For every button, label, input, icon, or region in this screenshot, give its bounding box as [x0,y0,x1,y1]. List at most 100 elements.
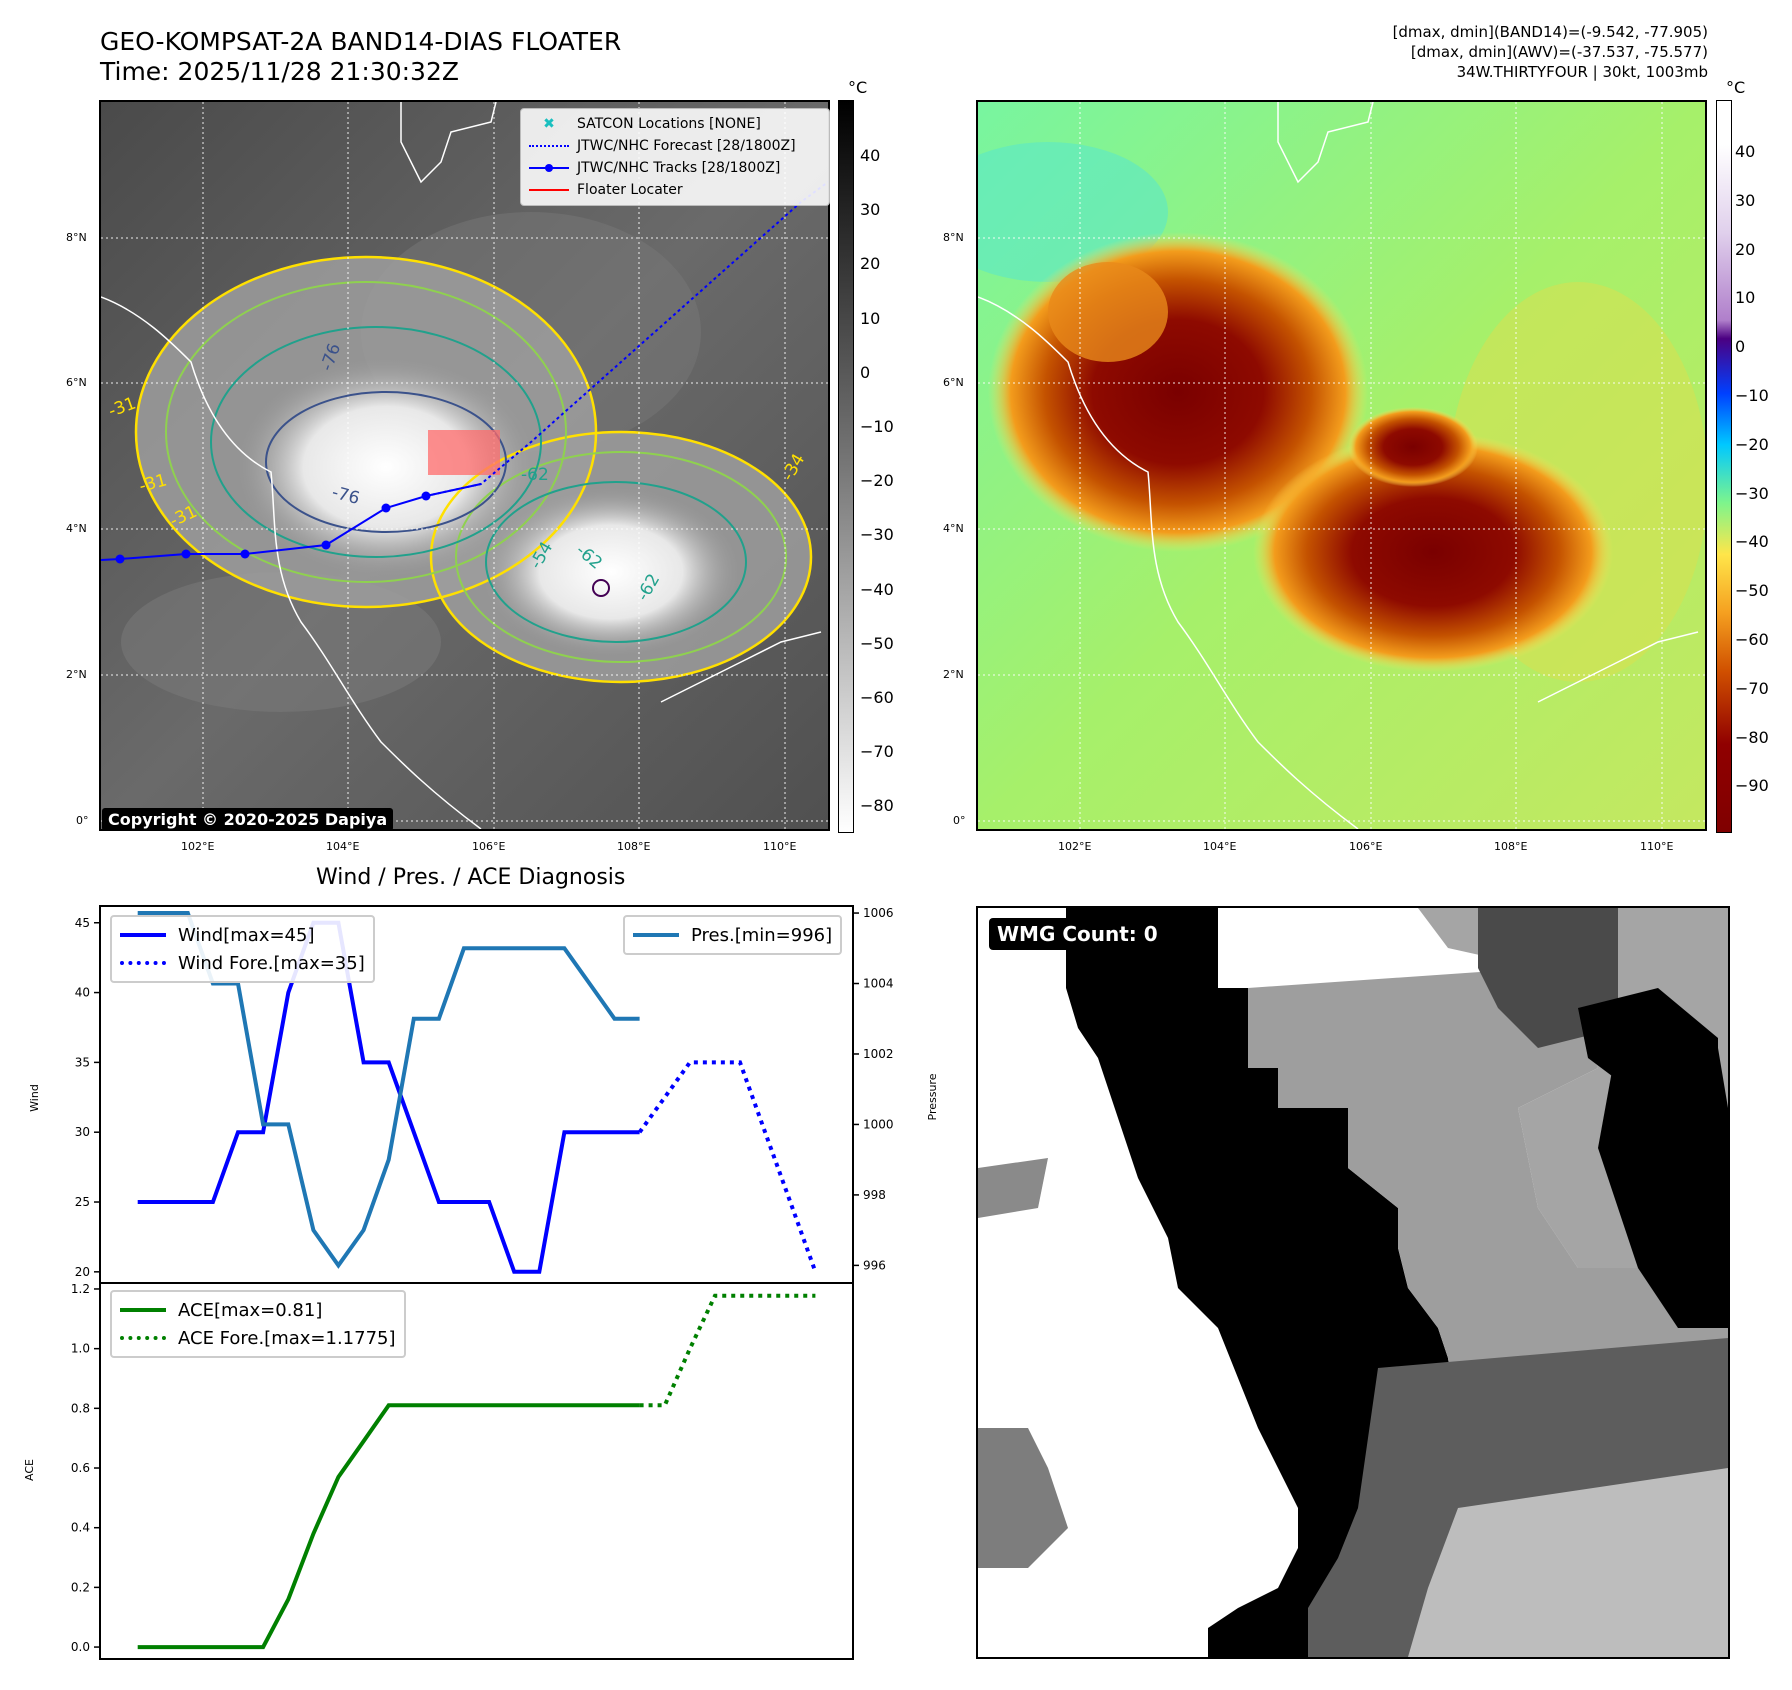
coastline [400,102,497,184]
legend-entry: Floater Locater [529,179,821,201]
axis-tick-label: 1000 [863,1117,894,1131]
ace-lines [137,1293,816,1650]
lon-label: 108°E [617,840,651,853]
legend-entry: ACE Fore.[max=1.1775] [120,1324,396,1352]
colorbar-tick-label: −90 [1735,776,1769,796]
colorbar-tick-label: 10 [1735,288,1756,308]
coastline [1537,631,1699,703]
lon-label: 106°E [1349,840,1383,853]
colorbar-tick-label: −40 [860,579,894,599]
lat-label: 6°N [943,376,964,389]
lon-label: 110°E [1640,840,1674,853]
ace-y-ticks: 1.2 1.0 0.8 0.6 0.4 0.2 0.0 [71,1282,100,1654]
axis-tick-label: 1006 [863,906,894,920]
colorbar-tick-label: −80 [1735,727,1769,747]
awv-cold-core [1348,407,1478,487]
ir-map-legend: ✖ SATCON Locations [NONE] JTWC/NHC Forec… [520,108,830,206]
axis-tick-label: 0.6 [71,1461,90,1475]
axis-tick-label: 998 [863,1188,886,1202]
wmg-gray-region [978,1428,1068,1568]
axis-tick-label: 25 [75,1195,90,1209]
awv-cloud-band [1048,262,1168,362]
wmg-light-region [1408,1468,1728,1657]
stats-line3: 34W.THIRTYFOUR | 30kt, 1003mb [1456,63,1708,81]
lat-label: 2°N [943,668,964,681]
axis-tick-label: 20 [75,1265,90,1279]
wind-legend: Wind[max=45] Wind Fore.[max=35] [110,915,375,983]
awv-map-panel [976,100,1707,831]
lat-label: 6°N [66,376,87,389]
colorbar-tick-label: −70 [860,742,894,762]
jtwc-track-line [101,483,482,561]
colorbar-tick-label: −60 [1735,630,1769,649]
series-line-1 [639,1293,816,1408]
colorbar-tick-label: 30 [1735,190,1756,210]
axis-tick-label: 996 [863,1258,886,1272]
colorbar-tick-label: 0 [1735,337,1746,357]
lat-label: 4°N [66,522,87,535]
colorbar-tick-label: 30 [860,200,881,220]
colorbar-tick-label: −20 [860,471,894,491]
dotted-line-icon [529,145,569,147]
coastline [1277,102,1374,184]
contour-teal [485,481,747,643]
solid-line-icon [120,933,166,937]
coastline [978,296,1359,829]
wmg-gray-region [978,1158,1048,1218]
pressure-axis-label: Pressure [926,1073,939,1120]
colorbar-tick-label: −30 [860,525,894,545]
lon-label: 102°E [181,840,215,853]
colorbar-tick-label: 20 [1735,239,1756,259]
colorbar-tick-label: −60 [860,688,894,707]
axis-tick-label: 0.4 [71,1521,90,1535]
colorbar-tick-label: −40 [1735,532,1769,552]
map-gridlines [978,102,1705,829]
lon-label: 104°E [1203,840,1237,853]
colorbar-tick-label: −50 [860,633,894,653]
colorbar-tick-label: 40 [860,146,881,165]
lat-label: 2°N [66,668,87,681]
contour-blue [265,391,507,533]
ir-map-canvas: -31 -31 -31 -76 -76 -62 -54 -62 -62 -34 [101,102,828,829]
wind-pressure-lines [137,911,818,1274]
colorbar-tick-label: −80 [860,796,894,816]
lat-label: 0° [953,814,966,827]
colorbar-unit: °C [848,78,868,97]
axis-tick-label: 35 [75,1055,90,1069]
lat-label: 4°N [943,522,964,535]
colorbar-tick-label: −70 [1735,678,1769,698]
wmg-black-region [1598,1038,1728,1328]
series-line-2 [137,911,640,1269]
red-line-icon [529,189,569,191]
contour-yellow [429,430,813,684]
awv-map-canvas [978,102,1705,829]
pressure-y-ticks: 1006 1004 1002 1000 998 996 [853,906,894,1272]
legend-entry: JTWC/NHC Tracks [28/1800Z] [529,157,821,179]
lon-label: 108°E [1494,840,1528,853]
awv-colorbar [1716,100,1732,833]
axis-tick-label: 0.2 [71,1580,90,1594]
axis-tick-label: 1.0 [71,1342,90,1356]
series-line-1 [637,1060,818,1273]
lon-label: 102°E [1058,840,1092,853]
wmg-canvas [978,908,1728,1657]
dotted-line-icon [120,961,166,965]
contour-teal [210,326,542,558]
wind-axis-label: Wind [28,1084,41,1112]
floater-locator-box [428,430,500,475]
stats-line2: [dmax, dmin](AWV)=(-37.537, -75.577) [1410,43,1708,61]
contour-label: -62 [521,465,549,485]
axis-tick-label: 1004 [863,977,894,991]
series-line-0 [137,1403,640,1650]
colorbar-unit: °C [1726,78,1746,97]
lon-label: 104°E [326,840,360,853]
legend-entry: Pres.[min=996] [633,921,832,949]
coastline [660,631,822,703]
colorbar-tick-label: −10 [1735,386,1769,405]
ir-map-panel: -31 -31 -31 -76 -76 -62 -54 -62 -62 -34 [99,100,830,831]
awv-cold-core [1253,432,1613,672]
axis-tick-label: 40 [75,986,90,1000]
colorbar-tick-label: 10 [860,308,881,328]
wmg-count-badge: WMG Count: 0 [989,918,1166,950]
